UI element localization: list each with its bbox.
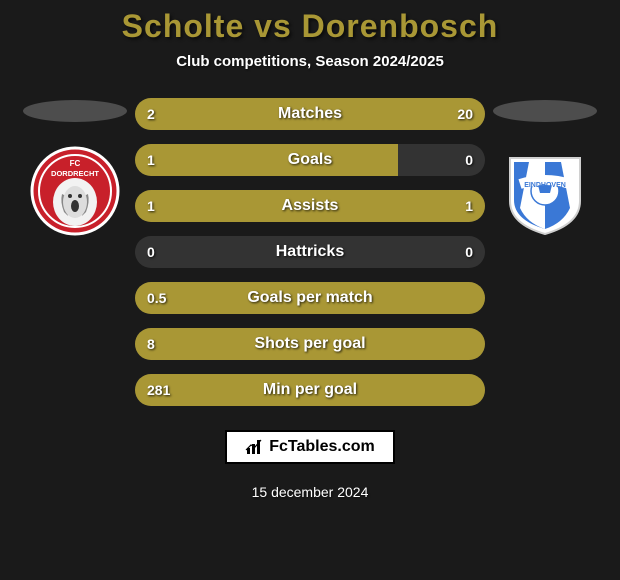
bar-fill-left xyxy=(135,374,485,406)
stat-row: 0.5Goals per match xyxy=(135,282,485,314)
stat-label: Hattricks xyxy=(135,236,485,268)
stat-right-value: 0 xyxy=(465,236,473,268)
stat-row: 11Assists xyxy=(135,190,485,222)
stat-row: 220Matches xyxy=(135,98,485,130)
player-left-name: Scholte xyxy=(122,8,245,44)
right-column: EINDHOVEN xyxy=(485,98,605,236)
chart-icon xyxy=(245,438,263,456)
bar-fill-left xyxy=(135,144,398,176)
svg-text:DORDRECHT: DORDRECHT xyxy=(51,169,99,178)
left-team-badge: FC DORDRECHT xyxy=(30,146,120,236)
comparison-card: Scholte vs Dorenbosch Club competitions,… xyxy=(0,0,620,580)
svg-text:FC: FC xyxy=(70,159,81,168)
right-ellipse xyxy=(493,100,597,122)
branding-text: FcTables.com xyxy=(269,438,375,456)
stat-right-value: 0 xyxy=(465,144,473,176)
eindhoven-badge-icon: EINDHOVEN xyxy=(500,146,590,236)
bars-column: 220Matches10Goals11Assists00Hattricks0.5… xyxy=(135,98,485,406)
stat-row: 8Shots per goal xyxy=(135,328,485,360)
bar-fill-right xyxy=(167,98,486,130)
stat-row: 281Min per goal xyxy=(135,374,485,406)
bar-fill-left xyxy=(135,282,485,314)
subtitle: Club competitions, Season 2024/2025 xyxy=(176,53,444,70)
branding-box[interactable]: FcTables.com xyxy=(225,430,395,464)
left-ellipse xyxy=(23,100,127,122)
bar-fill-right xyxy=(310,190,485,222)
dordrecht-badge-icon: FC DORDRECHT xyxy=(30,146,120,236)
stat-row: 0 0Hattricks xyxy=(135,236,485,268)
date-line: 15 december 2024 xyxy=(252,484,369,500)
stat-left-value: 0 xyxy=(147,236,155,268)
svg-text:EINDHOVEN: EINDHOVEN xyxy=(524,182,566,189)
right-team-badge: EINDHOVEN xyxy=(500,146,590,236)
left-column: FC DORDRECHT xyxy=(15,98,135,236)
player-right-name: Dorenbosch xyxy=(302,8,499,44)
bar-fill-left xyxy=(135,190,310,222)
stat-row: 10Goals xyxy=(135,144,485,176)
bar-fill-left xyxy=(135,98,167,130)
vs-separator: vs xyxy=(244,8,301,44)
title: Scholte vs Dorenbosch xyxy=(122,8,499,45)
bar-fill-left xyxy=(135,328,485,360)
compare-area: FC DORDRECHT 220Matches 10Goals 11Assists 0… xyxy=(0,98,620,406)
